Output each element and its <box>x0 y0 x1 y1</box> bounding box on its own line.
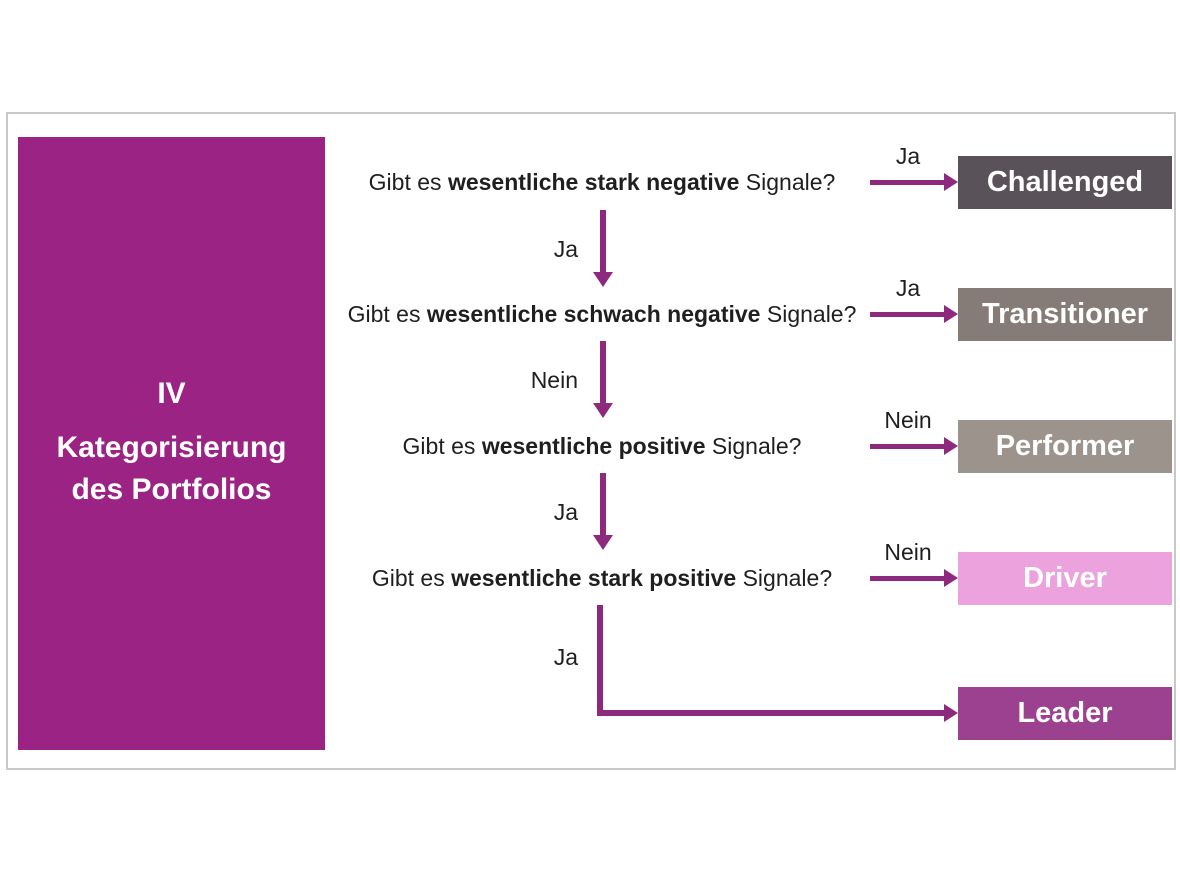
arrowhead-q4-to-leader <box>944 704 958 722</box>
question-1-prefix: Gibt es <box>368 169 448 195</box>
label-q3-down: Ja <box>553 499 578 525</box>
arrowhead-q3-to-q4 <box>593 535 613 550</box>
arrowhead-q4-to-driver <box>944 569 958 587</box>
label-q4-no: Nein <box>884 539 932 565</box>
label-q1-yes: Ja <box>895 143 921 169</box>
arrow-q3-to-performer <box>870 444 946 449</box>
question-4-suffix: Signale? <box>736 565 833 591</box>
arrowhead-q1-to-q2 <box>593 272 613 287</box>
arrowhead-q1-to-challenged <box>944 173 958 191</box>
question-1-suffix: Signale? <box>739 169 836 195</box>
category-panel: IV Kategorisierung des Portfolios <box>18 137 325 750</box>
question-2-prefix: Gibt es <box>347 301 427 327</box>
question-3-prefix: Gibt es <box>402 433 482 459</box>
arrow-q2-to-q3 <box>600 341 606 403</box>
question-4-bold: wesentliche stark positive <box>451 565 737 591</box>
question-4-prefix: Gibt es <box>371 565 452 591</box>
question-4: Gibt es wesentliche stark positive Signa… <box>322 564 882 592</box>
result-box-transitioner: Transitioner <box>958 288 1172 341</box>
panel-title-line1: Kategorisierung <box>56 430 287 464</box>
label-q1-down: Ja <box>553 236 578 262</box>
panel-title-line2: des Portfolios <box>71 472 272 506</box>
question-1-bold: wesentliche stark negative <box>447 169 740 195</box>
arrowhead-q2-to-transitioner <box>944 305 958 323</box>
arrow-q4-to-leader-horizontal <box>597 710 945 716</box>
arrow-q1-to-q2 <box>600 210 606 273</box>
question-1: Gibt es wesentliche stark negative Signa… <box>322 168 882 196</box>
question-3-bold: wesentliche positive <box>481 433 706 459</box>
label-q2-down: Nein <box>530 367 578 393</box>
arrowhead-q2-to-q3 <box>593 403 613 418</box>
question-2-suffix: Signale? <box>760 301 857 327</box>
label-q2-yes: Ja <box>895 275 921 301</box>
question-2-bold: wesentliche schwach negative <box>426 301 761 327</box>
result-box-driver: Driver <box>958 552 1172 605</box>
question-3-suffix: Signale? <box>705 433 802 459</box>
result-box-performer: Performer <box>958 420 1172 473</box>
arrow-q4-to-driver <box>870 576 946 581</box>
arrow-q1-to-challenged <box>870 180 946 185</box>
question-3: Gibt es wesentliche positive Signale? <box>322 432 882 460</box>
question-2: Gibt es wesentliche schwach negative Sig… <box>322 300 882 328</box>
label-q4-down: Ja <box>553 644 578 670</box>
panel-title: Kategorisierung des Portfolios <box>56 427 286 511</box>
arrow-q4-to-leader-vertical <box>597 605 603 716</box>
panel-numeral: IV <box>157 376 186 410</box>
arrow-q2-to-transitioner <box>870 312 946 317</box>
result-box-challenged: Challenged <box>958 156 1172 209</box>
label-q3-no: Nein <box>884 407 932 433</box>
arrow-q3-to-q4 <box>600 473 606 535</box>
result-box-leader: Leader <box>958 687 1172 740</box>
arrowhead-q3-to-performer <box>944 437 958 455</box>
